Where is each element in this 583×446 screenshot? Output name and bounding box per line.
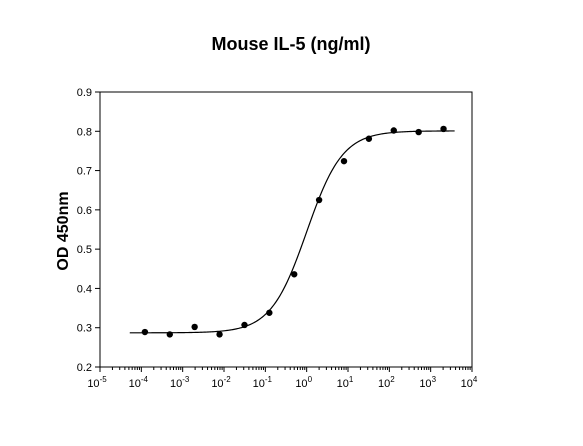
data-point [266, 309, 273, 316]
y-tick-label: 0.4 [77, 283, 92, 295]
y-tick-label: 0.7 [77, 166, 92, 178]
data-point [141, 328, 149, 336]
data-point [315, 196, 323, 204]
data-point [390, 127, 397, 134]
y-tick-label: 0.8 [77, 126, 92, 138]
fit-curve-layer [129, 130, 455, 334]
x-tick-label: 104 [461, 375, 478, 390]
data-points [141, 125, 447, 338]
data-point [365, 135, 373, 142]
y-axis: 0.2 0.3 0.4 0.5 0.6 0.7 0.8 0.9 [77, 87, 100, 374]
x-tick-label: 10-3 [170, 375, 190, 390]
x-tick-label: 101 [337, 375, 354, 390]
x-tick-label: 10-2 [211, 375, 231, 390]
plot-border [99, 91, 473, 368]
x-tick-label: 10-5 [87, 375, 107, 390]
data-point [216, 331, 223, 338]
x-tick-label: 10-4 [129, 375, 149, 390]
x-tick-label: 103 [419, 375, 436, 390]
y-tick-label: 0.6 [77, 205, 92, 217]
y-tick-label: 0.9 [77, 87, 92, 99]
fit-curve [129, 130, 455, 334]
x-tick-label: 100 [295, 375, 312, 390]
y-axis-label: OD 450nm [55, 191, 72, 270]
y-tick-label: 0.2 [77, 362, 92, 374]
x-tick-label: 10-1 [253, 375, 273, 390]
y-tick-label: 0.5 [77, 244, 92, 256]
data-point [166, 331, 173, 338]
plot-frame [99, 91, 473, 368]
data-point [440, 125, 447, 133]
data-point [291, 271, 298, 278]
data-point [241, 321, 248, 329]
data-point [191, 323, 198, 331]
data-point [415, 128, 422, 136]
x-tick-label: 102 [378, 375, 395, 390]
data-point [340, 157, 348, 165]
x-axis: 10-5 10-4 10-3 10-2 10-1 100 101 102 103 104 [87, 367, 478, 390]
chart-title: Mouse IL-5 (ng/ml) [212, 34, 371, 54]
y-tick-label: 0.3 [77, 323, 92, 335]
